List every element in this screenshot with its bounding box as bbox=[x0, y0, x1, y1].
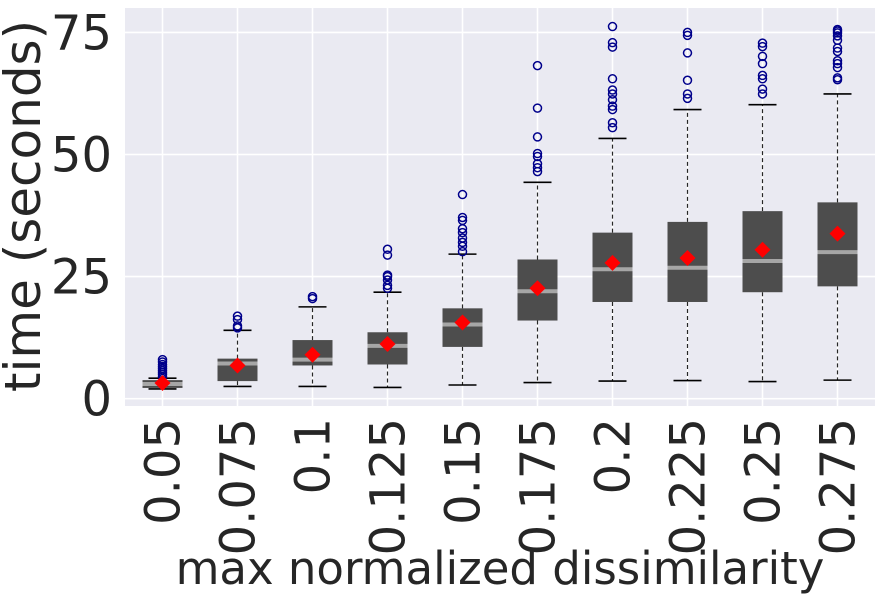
outlier-point bbox=[307, 291, 318, 302]
outlier-point bbox=[682, 27, 693, 38]
outlier-point bbox=[832, 24, 843, 35]
outlier-point bbox=[457, 212, 468, 223]
x-tick-label: 0.25 bbox=[736, 418, 792, 525]
outlier-point bbox=[607, 74, 618, 84]
outlier-point bbox=[457, 215, 468, 226]
mean-marker bbox=[454, 314, 471, 331]
box-group bbox=[817, 24, 858, 381]
mean-marker bbox=[229, 357, 246, 374]
x-tick-labels: 0.05 0.075 0.1 0.125 0.15 0.175 0.2 0.225 0.25 0.… bbox=[136, 418, 867, 555]
x-tick-label: 0.2 bbox=[586, 418, 642, 494]
outlier-point bbox=[607, 122, 618, 133]
outlier-point bbox=[232, 311, 243, 321]
outlier-point bbox=[607, 37, 618, 48]
outlier-point bbox=[832, 31, 843, 41]
outlier-point bbox=[607, 118, 618, 128]
outlier-point bbox=[382, 270, 393, 280]
outlier-point bbox=[532, 162, 543, 173]
y-tick-label: 0 bbox=[81, 372, 112, 428]
box-group bbox=[142, 354, 183, 392]
outlier-point bbox=[457, 189, 468, 200]
box-iqr bbox=[817, 202, 858, 287]
box-group bbox=[217, 311, 258, 388]
outlier-point bbox=[607, 89, 618, 99]
box-group bbox=[442, 189, 483, 386]
outlier-point bbox=[157, 354, 168, 365]
box-group bbox=[367, 244, 408, 389]
outlier-point bbox=[757, 89, 768, 99]
x-tick-label: 0.275 bbox=[811, 418, 867, 555]
outlier-point bbox=[532, 148, 543, 159]
mean-marker bbox=[379, 335, 396, 352]
x-tick-label: 0.1 bbox=[286, 418, 342, 494]
outlier-point bbox=[532, 60, 543, 71]
outlier-point bbox=[457, 237, 468, 248]
outlier-point bbox=[607, 85, 618, 95]
x-tick-label: 0.075 bbox=[211, 418, 267, 555]
x-tick-label: 0.15 bbox=[436, 418, 492, 525]
y-axis-title: time (seconds) bbox=[0, 20, 52, 392]
outlier-point bbox=[232, 314, 243, 325]
box-group bbox=[667, 27, 708, 382]
mean-marker bbox=[829, 225, 846, 242]
outlier-point bbox=[607, 95, 618, 105]
outlier-point bbox=[682, 30, 693, 41]
x-tick-label: 0.175 bbox=[511, 418, 567, 555]
outlier-point bbox=[682, 93, 693, 104]
x-tick-label: 0.225 bbox=[661, 418, 717, 555]
x-tick-label: 0.125 bbox=[361, 418, 417, 555]
x-axis-title: max normalized dissimilarity bbox=[176, 542, 825, 595]
outlier-point bbox=[232, 321, 243, 331]
plot-area bbox=[125, 8, 875, 406]
mean-marker bbox=[154, 375, 171, 392]
x-tick-label: 0.05 bbox=[136, 418, 192, 525]
outlier-point bbox=[832, 73, 843, 83]
mean-marker bbox=[304, 346, 321, 363]
box-group bbox=[292, 291, 333, 388]
outlier-point bbox=[532, 103, 543, 113]
y-tick-labels: 0 25 50 75 bbox=[51, 5, 112, 427]
outlier-point bbox=[607, 21, 618, 32]
outlier-point bbox=[607, 101, 618, 111]
outlier-point bbox=[382, 250, 393, 260]
outlier-point bbox=[607, 42, 618, 52]
y-tick-label: 50 bbox=[51, 128, 112, 184]
y-tick-label: 25 bbox=[51, 250, 112, 306]
outlier-point bbox=[532, 151, 543, 162]
outlier-point bbox=[607, 104, 618, 115]
outlier-point bbox=[757, 84, 768, 94]
outlier-point bbox=[682, 75, 693, 86]
outlier-point bbox=[832, 55, 843, 66]
outlier-point bbox=[757, 41, 768, 52]
outlier-point bbox=[832, 46, 843, 57]
mean-marker bbox=[529, 280, 546, 297]
outlier-point bbox=[532, 132, 543, 142]
outlier-point bbox=[757, 74, 768, 84]
outlier-point bbox=[382, 275, 393, 285]
outlier-point bbox=[382, 244, 393, 254]
outlier-point bbox=[757, 38, 768, 48]
mean-marker bbox=[679, 250, 696, 267]
outlier-point bbox=[757, 70, 768, 81]
y-tick-label: 75 bbox=[51, 5, 112, 61]
box-group bbox=[742, 38, 783, 383]
outlier-point bbox=[832, 58, 843, 69]
outlier-point bbox=[682, 89, 693, 99]
outlier-point bbox=[682, 48, 693, 58]
outlier-point bbox=[832, 62, 843, 73]
outlier-point bbox=[457, 246, 468, 257]
box-series bbox=[142, 21, 858, 392]
box-group bbox=[592, 21, 633, 382]
outlier-point bbox=[382, 280, 393, 291]
box-group bbox=[517, 60, 558, 384]
mean-marker bbox=[754, 241, 771, 258]
outlier-point bbox=[457, 227, 468, 238]
mean-marker bbox=[604, 254, 621, 271]
outlier-point bbox=[457, 233, 468, 243]
outlier-point bbox=[757, 51, 768, 62]
